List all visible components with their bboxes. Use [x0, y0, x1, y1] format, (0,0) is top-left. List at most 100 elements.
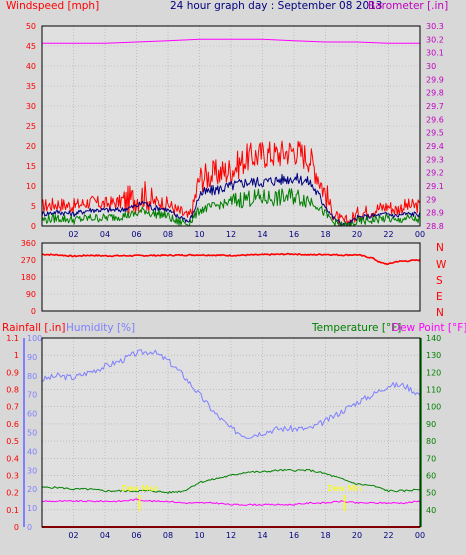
rainfall-tick-label: 1.1	[6, 334, 19, 343]
humidity-tick-label: 90	[27, 353, 37, 362]
barometer-tick-label: 29.5	[426, 129, 444, 138]
weather-plot-area	[42, 338, 420, 527]
rainfall-tick-label: 0	[14, 523, 19, 532]
weather-x-tick-label: 06	[131, 531, 141, 540]
compass-label-w: W	[436, 259, 447, 271]
weather-x-tick-label: 20	[352, 531, 362, 540]
wind-x-tick-label: 04	[100, 230, 110, 239]
barometer-tick-label: 30	[426, 62, 436, 71]
windspeed-tick-label: 50	[26, 22, 36, 31]
dewpoint-axis-title: Dew Point [°F]	[392, 322, 466, 334]
wind-x-tick-label: 12	[226, 230, 236, 239]
barometer-line	[42, 38, 420, 44]
compass-label-n-top: N	[436, 242, 444, 254]
barometer-tick-label: 29.9	[426, 75, 444, 84]
weather-plot-frame	[41, 337, 421, 528]
barometer-tick-label: 30.1	[426, 49, 444, 58]
weather-x-tick-label: 22	[383, 531, 393, 540]
temperature-tick-label: 130	[426, 351, 441, 360]
barometer-axis-title: Barometer [.in]	[368, 0, 448, 12]
barometer-tick-label: 29.7	[426, 102, 444, 111]
rainfall-tick-label: 0.1	[6, 506, 19, 515]
weather-x-tick-label: 10	[194, 531, 204, 540]
dewpoint-line	[41, 498, 421, 506]
rainfall-tick-label: 0.2	[6, 489, 19, 498]
axis-ticks: 0510152025303540455028.828.92929.129.229…	[6, 22, 444, 540]
windspeed-low-line	[41, 188, 421, 227]
humidity-tick-label: 50	[27, 429, 37, 438]
weather-x-tick-label: 08	[163, 531, 173, 540]
compass-label-s: S	[436, 275, 443, 287]
compass-labels: N W S E N	[436, 242, 447, 319]
temperature-tick-label: 60	[426, 471, 436, 480]
temperature-tick-label: 110	[426, 386, 441, 395]
direction-tick-label: 270	[21, 256, 36, 265]
rainfall-tick-label: 0.6	[6, 420, 19, 429]
barometer-tick-label: 29.8	[426, 89, 444, 98]
rainfall-axis-title: Rainfall [.in]	[2, 322, 65, 334]
rainfall-tick-label: 0.4	[6, 454, 19, 463]
wind-x-tick-label: 22	[383, 230, 393, 239]
weather-x-tick-label: 00	[415, 531, 425, 540]
humidity-tick-label: 100	[27, 334, 42, 343]
humidity-axis-title: Humidity [%]	[66, 322, 135, 334]
barometer-tick-label: 29.6	[426, 115, 444, 124]
humidity-tick-label: 0	[27, 523, 32, 532]
direction-tick-label: 90	[26, 290, 36, 299]
temperature-tick-label: 70	[426, 454, 436, 463]
windspeed-tick-label: 20	[26, 142, 36, 151]
wind-x-tick-label: 14	[257, 230, 267, 239]
dew-annotation-label: Dew Max	[121, 484, 158, 493]
rainfall-tick-label: 0.7	[6, 403, 19, 412]
temperature-tick-label: 140	[426, 334, 441, 343]
barometer-tick-label: 29.3	[426, 155, 444, 164]
barometer-tick-label: 29	[426, 195, 436, 204]
humidity-tick-label: 60	[27, 410, 37, 419]
rainfall-tick-label: 0.9	[6, 368, 19, 377]
weather-x-tick-label: 18	[320, 531, 330, 540]
windspeed-gust-line	[41, 140, 421, 227]
windspeed-tick-label: 40	[26, 62, 36, 71]
barometer-tick-label: 29.1	[426, 182, 444, 191]
humidity-tick-label: 20	[27, 485, 37, 494]
wind-x-tick-label: 16	[289, 230, 299, 239]
windspeed-tick-label: 0	[31, 222, 36, 231]
humidity-tick-label: 80	[27, 372, 37, 381]
wind-x-tick-label: 00	[415, 230, 425, 239]
direction-tick-label: 0	[31, 307, 36, 316]
wind-x-tick-label: 10	[194, 230, 204, 239]
wind-x-tick-label: 02	[68, 230, 78, 239]
weather-x-tick-label: 14	[257, 531, 267, 540]
weather-x-tick-label: 16	[289, 531, 299, 540]
dew-annotation-label: Dew Min	[327, 484, 361, 493]
compass-label-e: E	[436, 291, 443, 303]
humidity-tick-label: 70	[27, 391, 37, 400]
plot-areas	[42, 26, 421, 527]
humidity-tick-label: 30	[27, 466, 37, 475]
barometer-tick-label: 29.2	[426, 169, 444, 178]
temperature-tick-label: 90	[426, 420, 436, 429]
weather-x-tick-label: 04	[100, 531, 110, 540]
humidity-line	[41, 349, 421, 439]
temperature-tick-label: 40	[426, 506, 436, 515]
weather-x-tick-label: 02	[68, 531, 78, 540]
wind-x-tick-label: 20	[352, 230, 362, 239]
rainfall-tick-label: 1	[14, 351, 19, 360]
compass-label-n-bottom: N	[436, 307, 444, 319]
barometer-tick-label: 29.4	[426, 142, 444, 151]
weather-x-tick-label: 12	[226, 531, 236, 540]
plot-frames	[23, 25, 422, 528]
windspeed-tick-label: 30	[26, 102, 36, 111]
chart-title: 24 hour graph day : September 08 2013	[170, 0, 382, 12]
windspeed-tick-label: 35	[26, 82, 36, 91]
rainfall-tick-label: 0.3	[6, 471, 19, 480]
wind-x-tick-label: 06	[131, 230, 141, 239]
windspeed-axis-title: Windspeed [mph]	[6, 0, 99, 12]
temperature-axis-title: Temperature [°F]	[311, 322, 401, 334]
barometer-tick-label: 30.2	[426, 35, 444, 44]
wind-x-tick-label: 18	[320, 230, 330, 239]
humidity-tick-label: 40	[27, 447, 37, 456]
temperature-line	[41, 468, 420, 494]
windspeed-tick-label: 5	[31, 202, 36, 211]
